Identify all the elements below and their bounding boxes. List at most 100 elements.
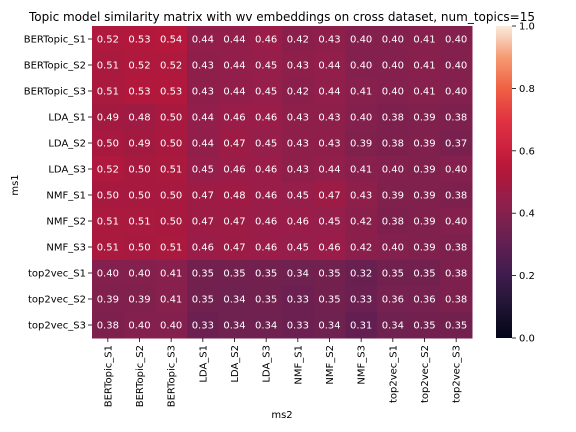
cell-value-label: 0.53 (160, 87, 182, 98)
cell-value-label: 0.46 (318, 243, 340, 254)
heatmap-cell (313, 26, 346, 53)
cell-value-label: 0.34 (318, 321, 340, 332)
heatmap-cell (218, 130, 251, 157)
cell-value-label: 0.40 (445, 87, 467, 98)
colorbar-tick-label: 0.2 (519, 271, 535, 282)
heatmap-cell (187, 78, 220, 105)
heatmap-cell (250, 234, 283, 261)
cell-value-label: 0.47 (223, 243, 245, 254)
heatmap-cell (187, 130, 220, 157)
cell-value-label: 0.43 (318, 113, 340, 124)
cell-value-label: 0.38 (382, 113, 404, 124)
cell-value-label: 0.38 (382, 139, 404, 150)
cell-value-label: 0.34 (223, 321, 245, 332)
heatmap-cell (408, 312, 441, 339)
cell-value-label: 0.41 (350, 87, 372, 98)
cell-value-label: 0.43 (287, 61, 309, 72)
heatmap-cell (282, 156, 315, 183)
y-tick-label: LDA_S1 (48, 113, 86, 124)
cell-value-label: 0.40 (350, 61, 372, 72)
cell-value-label: 0.40 (382, 165, 404, 176)
cell-value-label: 0.35 (318, 269, 340, 280)
heatmap-cell (282, 104, 315, 131)
heatmap-cell (250, 208, 283, 235)
cell-value-label: 0.41 (413, 87, 435, 98)
y-tick-label: top2vec_S2 (28, 295, 86, 306)
cell-value-label: 0.38 (382, 217, 404, 228)
heatmap-cell (123, 52, 156, 79)
cell-value-label: 0.50 (160, 139, 182, 150)
heatmap-cell (408, 182, 441, 209)
heatmap-cell (345, 26, 378, 53)
cell-value-label: 0.39 (97, 295, 119, 306)
cell-value-label: 0.47 (223, 139, 245, 150)
heatmap-cell (377, 208, 410, 235)
heatmap-cell (377, 286, 410, 313)
cell-value-label: 0.51 (97, 61, 119, 72)
cell-value-label: 0.43 (287, 139, 309, 150)
heatmap-cell (218, 182, 251, 209)
cell-value-label: 0.50 (128, 243, 150, 254)
heatmap-cell (92, 312, 125, 339)
heatmap-cell (218, 52, 251, 79)
cell-value-label: 0.49 (128, 139, 150, 150)
heatmap-cell (408, 208, 441, 235)
cell-value-label: 0.40 (97, 269, 119, 280)
cell-value-label: 0.33 (287, 295, 309, 306)
heatmap-cell (155, 312, 188, 339)
cell-value-label: 0.43 (192, 61, 214, 72)
cell-value-label: 0.42 (287, 35, 309, 46)
heatmap-cell (440, 234, 473, 261)
y-tick-label: NMF_S2 (46, 217, 86, 228)
heatmap-cell (408, 234, 441, 261)
x-tick-label: LDA_S2 (230, 345, 241, 383)
heatmap-cell (92, 156, 125, 183)
colorbar-ticks: 0.0 0.2 0.4 0.6 0.8 1.0 (512, 22, 535, 345)
cell-value-label: 0.47 (223, 217, 245, 228)
cell-value-label: 0.40 (445, 217, 467, 228)
cell-value-label: 0.40 (160, 321, 182, 332)
cell-value-label: 0.35 (413, 321, 435, 332)
heatmap-cell (345, 104, 378, 131)
heatmap-cell (408, 26, 441, 53)
y-tick-label: NMF_S3 (46, 243, 86, 254)
cell-value-label: 0.35 (192, 269, 214, 280)
y-tick-label: top2vec_S1 (28, 269, 86, 280)
cell-value-label: 0.45 (287, 243, 309, 254)
cell-value-label: 0.31 (350, 321, 372, 332)
cell-value-label: 0.46 (255, 113, 277, 124)
cell-value-label: 0.39 (382, 191, 404, 202)
heatmap-cell (250, 78, 283, 105)
heatmap-cell (187, 52, 220, 79)
cell-value-label: 0.40 (445, 35, 467, 46)
cell-value-label: 0.44 (192, 139, 214, 150)
cell-value-label: 0.39 (350, 139, 372, 150)
cell-value-label: 0.46 (223, 113, 245, 124)
cell-value-label: 0.36 (413, 295, 435, 306)
cell-value-label: 0.50 (128, 165, 150, 176)
x-tick-label: top2vec_S1 (388, 345, 399, 403)
cell-value-label: 0.39 (413, 113, 435, 124)
y-tick-label: LDA_S3 (48, 165, 86, 176)
cell-value-label: 0.34 (255, 321, 277, 332)
cell-value-label: 0.43 (318, 139, 340, 150)
heatmap-cell (155, 286, 188, 313)
heatmap-cell (92, 78, 125, 105)
y-tick-label: BERTopic_S3 (24, 87, 86, 98)
heatmap-cell (155, 234, 188, 261)
cell-value-label: 0.41 (413, 35, 435, 46)
cell-value-label: 0.51 (160, 165, 182, 176)
y-tick-label: NMF_S1 (46, 191, 86, 202)
heatmap-cell (345, 156, 378, 183)
cell-value-label: 0.44 (192, 35, 214, 46)
heatmap-cell (218, 260, 251, 287)
heatmap-cell (92, 234, 125, 261)
heatmap-cell (313, 182, 346, 209)
cell-value-label: 0.38 (445, 269, 467, 280)
colorbar-tick-label: 1.0 (519, 22, 535, 33)
cell-value-label: 0.40 (382, 87, 404, 98)
heatmap-cell (123, 260, 156, 287)
heatmap-cell (187, 156, 220, 183)
heatmap-cell (218, 286, 251, 313)
